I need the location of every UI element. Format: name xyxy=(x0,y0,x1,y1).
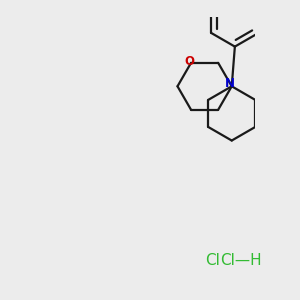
Text: O: O xyxy=(184,56,194,68)
Text: Cl: Cl xyxy=(205,253,220,268)
Text: N: N xyxy=(225,77,235,90)
Text: Cl—H: Cl—H xyxy=(220,253,262,268)
